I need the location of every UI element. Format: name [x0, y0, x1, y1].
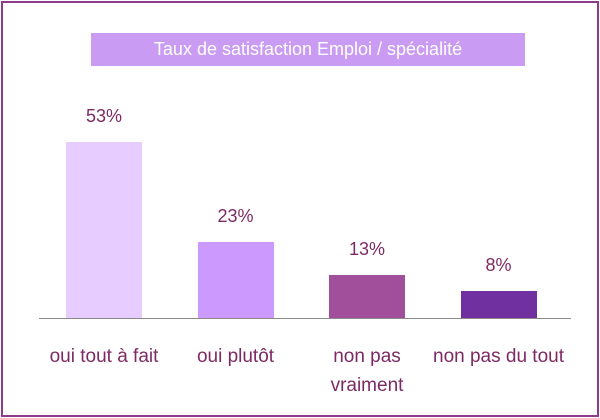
- bar: [460, 291, 537, 318]
- bar: [329, 274, 405, 318]
- chart-title: Taux de satisfaction Emploi / spécialité: [91, 33, 525, 66]
- bar: [66, 142, 142, 318]
- data-label: 53%: [85, 106, 123, 127]
- x-tick-label: oui plutôt: [196, 346, 275, 367]
- x-axis-line: [39, 318, 571, 319]
- x-tick-label: non pas du tout: [433, 346, 564, 367]
- data-label: 8%: [485, 255, 512, 276]
- x-tick-label: oui tout à fait: [49, 346, 159, 367]
- data-label: 23%: [217, 205, 254, 226]
- x-tick-label: non pas vraiment: [330, 346, 404, 396]
- data-label: 13%: [348, 238, 386, 259]
- bar: [197, 241, 274, 318]
